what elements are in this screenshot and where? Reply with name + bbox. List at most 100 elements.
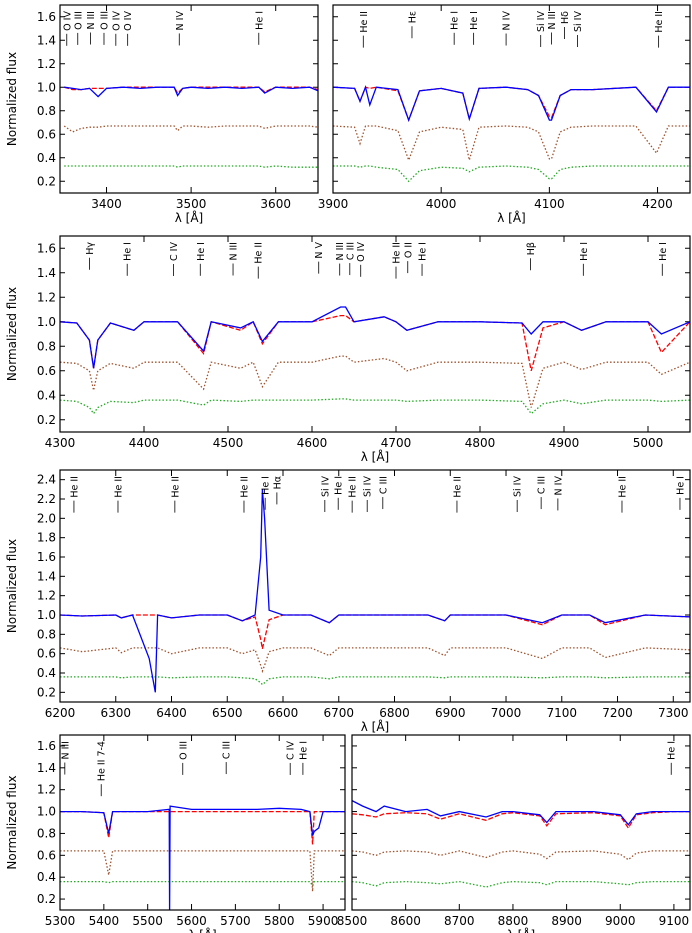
x-tick-label: 5400 <box>89 914 120 928</box>
y-tick-label: 1.6 <box>37 241 56 255</box>
line-id: He II <box>239 476 250 498</box>
spectrum-line <box>60 805 345 910</box>
panel: 8500 8600 8700 8800 8900 9000 9100 λ [Å] He I <box>337 734 691 933</box>
line-id: He II <box>359 11 370 33</box>
spectrum-line <box>64 165 318 168</box>
x-tick-label: 5000 <box>633 436 664 450</box>
y-tick-label: 0.4 <box>37 151 56 165</box>
x-tick-label: 8900 <box>551 914 582 928</box>
spectrum-line <box>352 800 690 826</box>
line-id: He I <box>334 476 345 495</box>
spectrum-line <box>352 810 690 830</box>
line-id: N V <box>314 241 325 258</box>
series-group <box>352 800 690 888</box>
spectrum-line <box>352 880 690 888</box>
x-tick-label: 8800 <box>498 914 529 928</box>
line-id: O III <box>178 741 189 760</box>
x-axis-label: λ [Å] <box>361 719 390 734</box>
y-tick-label: 1.6 <box>37 10 56 24</box>
y-axis-label: Normalized flux <box>5 287 19 381</box>
line-id: Si IV <box>320 476 331 497</box>
line-id: He I <box>254 11 265 30</box>
line-id: O III <box>99 11 110 30</box>
spectrum-line <box>63 125 318 133</box>
x-tick-label: 3600 <box>260 197 291 211</box>
plot-frame <box>59 469 691 703</box>
line-id: He I <box>196 242 207 261</box>
x-tick-label: 8700 <box>444 914 475 928</box>
line-id: Hβ <box>526 242 537 255</box>
line-id: C IV <box>169 242 180 261</box>
panel: 0.2 0.4 0.6 0.8 1.0 1.2 1.4 1.6 4300 4400 4500 4600… <box>5 235 691 464</box>
line-id: Hδ <box>560 11 571 24</box>
line-id: He II <box>617 476 628 498</box>
y-tick-label: 1.4 <box>37 761 56 775</box>
x-tick-label: 6300 <box>100 706 131 720</box>
line-id: O III <box>73 11 84 30</box>
line-id: Si IV <box>513 476 524 497</box>
x-tick-label: 9100 <box>659 914 690 928</box>
line-id: He II <box>348 476 359 498</box>
line-id: He I <box>298 741 309 760</box>
x-tick-label: 7300 <box>658 706 689 720</box>
x-tick-label: 5700 <box>220 914 251 928</box>
line-id: He II <box>170 476 181 498</box>
x-tick-label: 3900 <box>318 197 349 211</box>
plot-frame <box>351 734 691 911</box>
line-id: He II <box>392 242 403 264</box>
spectrum-line <box>64 86 318 98</box>
y-tick-label: 0.8 <box>37 104 56 118</box>
spectrum-line <box>60 850 345 892</box>
spectrum-line <box>333 85 690 123</box>
y-tick-label: 1.0 <box>37 315 56 329</box>
line-id: He I <box>261 476 272 495</box>
x-axis-label: λ [Å] <box>507 927 536 933</box>
x-tick-label: 4200 <box>642 197 673 211</box>
line-id: O II <box>403 242 414 258</box>
line-id: He II <box>452 476 463 498</box>
line-id: Si IV <box>573 11 584 32</box>
y-tick-label: 1.8 <box>37 531 56 545</box>
spectrum-line <box>60 810 345 845</box>
line-id: O IV <box>356 242 367 262</box>
y-axis-label: Normalized flux <box>5 539 19 633</box>
line-id: He II 7-4 <box>97 741 108 781</box>
y-tick-label: 0.2 <box>37 174 56 188</box>
plot-frame <box>59 734 346 911</box>
line-id: He I <box>675 476 686 495</box>
y-tick-label: 1.6 <box>37 550 56 564</box>
plot-frame <box>59 235 691 433</box>
x-tick-label: 3500 <box>176 197 207 211</box>
series-group <box>333 85 690 183</box>
line-id: N IV <box>502 11 513 31</box>
line-id: He I <box>123 242 134 261</box>
line-id: He II <box>69 476 80 498</box>
panel: 0.2 0.4 0.6 0.8 1.0 1.2 1.4 1.6 5300 5400 5500 5600… <box>5 734 346 933</box>
series-group <box>60 306 690 415</box>
line-id: He I <box>418 242 429 261</box>
line-id: O IV <box>123 11 134 31</box>
line-id: Hε <box>407 11 418 23</box>
y-tick-label: 2.0 <box>37 511 56 525</box>
spectrum-line <box>60 306 690 369</box>
x-tick-label: 9000 <box>605 914 636 928</box>
x-tick-label: 5800 <box>264 914 295 928</box>
line-id: N III <box>86 11 97 30</box>
x-tick-label: 5500 <box>132 914 163 928</box>
x-tick-label: 6900 <box>435 706 466 720</box>
spectrum-line <box>60 314 690 371</box>
series-group <box>60 805 345 910</box>
x-axis-label: λ [Å] <box>175 210 204 225</box>
x-tick-label: 4800 <box>465 436 496 450</box>
panel: 0.2 0.4 0.6 0.8 1.0 1.2 1.4 1.6 3400 3500 3600 λ [Å… <box>5 4 319 225</box>
y-tick-label: 0.6 <box>37 647 56 661</box>
y-tick-label: 1.2 <box>37 290 56 304</box>
y-tick-label: 0.2 <box>37 685 56 699</box>
line-id: C III <box>222 741 233 759</box>
y-tick-label: 0.8 <box>37 826 56 840</box>
spectrum-line <box>60 676 690 686</box>
line-id: He I <box>658 242 669 261</box>
line-id: Si IV <box>536 11 547 32</box>
x-tick-label: 4900 <box>549 436 580 450</box>
line-id: He II <box>654 11 665 33</box>
